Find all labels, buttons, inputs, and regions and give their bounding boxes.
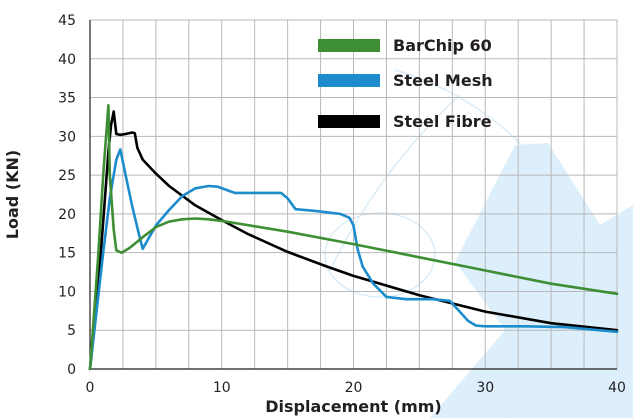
x-tick-label: 10	[213, 380, 231, 396]
y-tick-label: 40	[58, 52, 76, 68]
x-tick-label: 0	[86, 380, 95, 396]
series-line-steel-mesh	[88, 148, 619, 371]
legend-label-barchip-60: BarChip 60	[393, 36, 492, 55]
y-tick-label: 10	[58, 284, 76, 300]
y-tick-label: 30	[58, 129, 76, 145]
chart-grid	[90, 19, 618, 369]
legend-swatch-steel-fibre	[318, 115, 380, 128]
y-tick-label: 0	[67, 362, 76, 378]
x-tick-label: 20	[345, 380, 363, 396]
x-tick-label: 30	[476, 380, 494, 396]
plot-series	[88, 104, 619, 371]
tick-labels: 0 5 10 15 20 25 30 35 40 45 0 10 20 30 40	[58, 13, 626, 396]
y-tick-label: 15	[58, 246, 76, 262]
legend-label-steel-fibre: Steel Fibre	[393, 112, 492, 131]
legend-swatch-steel-mesh	[318, 74, 380, 87]
y-tick-label: 35	[58, 91, 76, 107]
x-tick-label: 40	[608, 380, 626, 396]
y-axis-title: Load (KN)	[3, 150, 22, 239]
y-tick-label: 25	[58, 168, 76, 184]
y-tick-label: 20	[58, 207, 76, 223]
y-tick-label: 5	[67, 323, 76, 339]
chart-axes	[89, 20, 617, 370]
legend-label-steel-mesh: Steel Mesh	[393, 71, 493, 90]
series-line-barchip-60	[88, 104, 619, 371]
y-tick-label: 45	[58, 13, 76, 29]
series-line-steel-fibre	[88, 110, 619, 371]
legend-swatch-barchip-60	[318, 39, 380, 52]
x-axis-title: Displacement (mm)	[265, 397, 441, 416]
chart-legend: BarChip 60 Steel Mesh Steel Fibre	[318, 36, 493, 131]
